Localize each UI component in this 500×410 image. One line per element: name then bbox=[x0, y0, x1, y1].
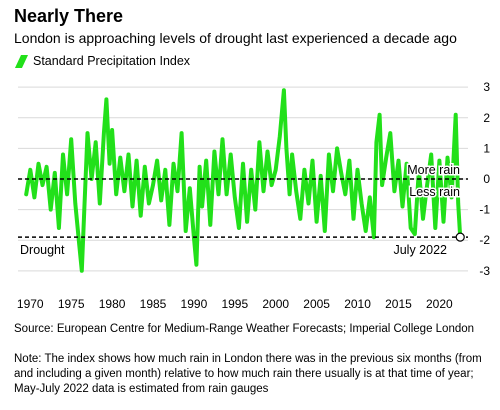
chart-subtitle: London is approaching levels of drought … bbox=[14, 30, 457, 46]
chart-title: Nearly There bbox=[14, 6, 124, 26]
x-tick-label: 1990 bbox=[181, 297, 208, 311]
x-tick-label: 1980 bbox=[99, 297, 126, 311]
less-rain-label: Less rain bbox=[409, 185, 460, 199]
july-2022-label: July 2022 bbox=[393, 243, 447, 257]
spi-line-chart: 3 2 1 0 -1 -2 -3 1970 1975 1980 1985 1990 1995 2000 20… bbox=[17, 80, 490, 311]
y-tick-label: -1 bbox=[479, 203, 490, 217]
y-tick-label: 3 bbox=[483, 80, 490, 94]
x-tick-label: 1985 bbox=[140, 297, 167, 311]
source-note: Source: European Centre for Medium-Range… bbox=[14, 323, 475, 335]
x-tick-label: 2000 bbox=[262, 297, 289, 311]
x-tick-label: 2005 bbox=[303, 297, 330, 311]
y-tick-label: 0 bbox=[483, 172, 490, 186]
x-tick-label: 1975 bbox=[58, 297, 85, 311]
y-tick-label: -3 bbox=[479, 264, 490, 278]
x-tick-label: 2015 bbox=[385, 297, 412, 311]
y-tick-label: -2 bbox=[479, 233, 490, 247]
methodology-note: Note: The index shows how much rain in L… bbox=[14, 353, 482, 395]
july-2022-point bbox=[455, 232, 465, 242]
x-tick-label: 2020 bbox=[426, 297, 453, 311]
y-tick-label: 2 bbox=[483, 111, 490, 125]
x-tick-label: 1970 bbox=[17, 297, 44, 311]
drought-label: Drought bbox=[20, 243, 65, 257]
legend-label: Standard Precipitation Index bbox=[33, 54, 191, 68]
spi-series-line bbox=[24, 88, 463, 273]
x-tick-label: 2010 bbox=[344, 297, 371, 311]
more-rain-label: More rain bbox=[407, 163, 460, 177]
legend: Standard Precipitation Index bbox=[14, 54, 190, 68]
y-tick-label: 1 bbox=[483, 141, 490, 155]
x-tick-label: 1995 bbox=[221, 297, 248, 311]
